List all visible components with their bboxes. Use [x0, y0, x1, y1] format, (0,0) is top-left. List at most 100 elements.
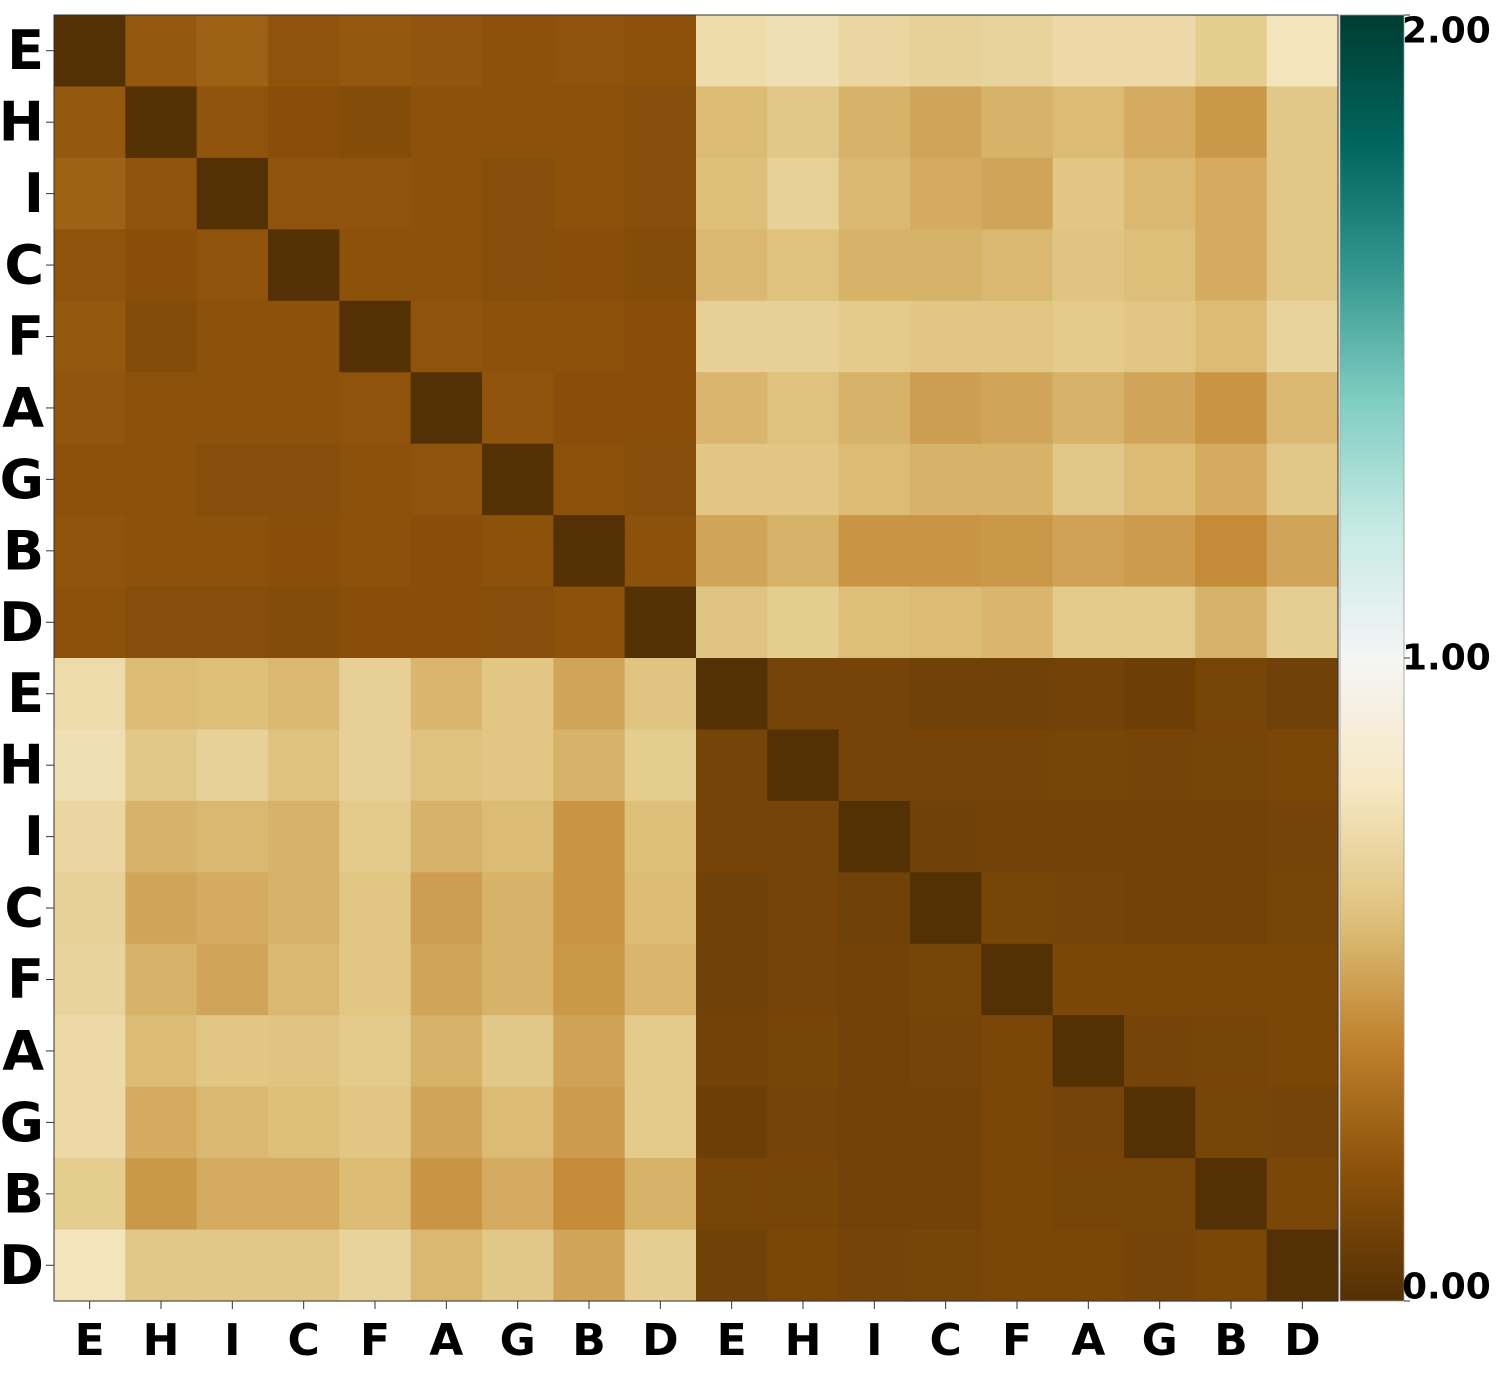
- heatmap-cell: [553, 300, 626, 373]
- heatmap-cell: [54, 1229, 126, 1302]
- heatmap-cell: [54, 157, 126, 230]
- heatmap-cell: [339, 15, 412, 88]
- x-tick-label: B: [1214, 1315, 1248, 1366]
- heatmap-cell: [268, 800, 340, 873]
- heatmap-cell: [268, 729, 340, 802]
- heatmap-cell: [268, 229, 340, 302]
- x-tick-label: A: [429, 1315, 463, 1366]
- heatmap-cell: [624, 800, 697, 873]
- heatmap-cell: [624, 443, 697, 516]
- heatmap-cell: [125, 86, 198, 159]
- heatmap-cell: [1266, 729, 1339, 802]
- heatmap-cell: [910, 372, 982, 445]
- heatmap-cell: [125, 800, 198, 873]
- heatmap-cell: [339, 372, 412, 445]
- heatmap-cell: [767, 372, 840, 445]
- heatmap-cell: [410, 229, 483, 302]
- heatmap-cell: [1266, 15, 1339, 88]
- heatmap-cell: [1195, 1015, 1268, 1088]
- heatmap-cell: [981, 372, 1054, 445]
- heatmap-cell: [482, 943, 554, 1016]
- x-tick-label: G: [500, 1315, 536, 1366]
- heatmap-cell: [196, 15, 269, 88]
- heatmap-cell: [624, 372, 697, 445]
- heatmap-cell: [339, 586, 412, 659]
- heatmap-cell: [696, 15, 768, 88]
- heatmap-cell: [553, 800, 626, 873]
- heatmap-cell: [1266, 515, 1339, 588]
- heatmap-cell: [1052, 729, 1125, 802]
- heatmap-cell: [553, 658, 626, 731]
- heatmap-cell: [482, 86, 554, 159]
- heatmap-cell: [1266, 586, 1339, 659]
- heatmap-cell: [1266, 800, 1339, 873]
- heatmap-cell: [696, 1086, 768, 1159]
- heatmap-cell: [1124, 943, 1196, 1016]
- y-tick-label: D: [0, 591, 44, 654]
- heatmap-cell: [196, 658, 269, 731]
- heatmap-cell: [1266, 1086, 1339, 1159]
- heatmap-cell: [410, 515, 483, 588]
- heatmap-cell: [838, 372, 911, 445]
- heatmap-cell: [910, 1229, 982, 1302]
- heatmap-cell: [54, 300, 126, 373]
- heatmap-cell: [1266, 1229, 1339, 1302]
- heatmap-cell: [125, 586, 198, 659]
- heatmap-cell: [54, 1015, 126, 1088]
- heatmap-cell: [696, 300, 768, 373]
- heatmap-cell: [196, 1158, 269, 1231]
- heatmap-cell: [54, 1086, 126, 1159]
- heatmap-cell: [125, 300, 198, 373]
- heatmap-cell: [125, 372, 198, 445]
- heatmap-cell: [910, 515, 982, 588]
- heatmap-cell: [410, 1086, 483, 1159]
- heatmap-cell: [339, 800, 412, 873]
- heatmap-cell: [1052, 157, 1125, 230]
- x-tick-label: A: [1071, 1315, 1105, 1366]
- heatmap-cell: [54, 729, 126, 802]
- heatmap-cell: [767, 658, 840, 731]
- heatmap-cell: [125, 872, 198, 945]
- heatmap-cell: [696, 943, 768, 1016]
- heatmap-cell: [482, 300, 554, 373]
- heatmap-cell: [838, 515, 911, 588]
- heatmap-cell: [1052, 1229, 1125, 1302]
- heatmap-cell: [268, 1086, 340, 1159]
- heatmap-cell: [696, 1229, 768, 1302]
- y-tick-label: F: [7, 305, 44, 368]
- heatmap-cell: [482, 372, 554, 445]
- heatmap-cell: [838, 800, 911, 873]
- heatmap-cell: [553, 872, 626, 945]
- heatmap-cell: [1124, 372, 1196, 445]
- heatmap-cell: [696, 1158, 768, 1231]
- heatmap-cell: [125, 443, 198, 516]
- x-tick-label: D: [1284, 1315, 1321, 1366]
- heatmap-cell: [125, 515, 198, 588]
- heatmap-cell: [339, 443, 412, 516]
- heatmap-cell: [196, 943, 269, 1016]
- heatmap-cell: [339, 1229, 412, 1302]
- heatmap-cell: [410, 1158, 483, 1231]
- heatmap-cell: [981, 229, 1054, 302]
- colorbar: 0.00 1.00 2.00: [1339, 11, 1491, 1308]
- y-tick-label: B: [3, 1162, 44, 1225]
- heatmap-cell: [1195, 943, 1268, 1016]
- heatmap-cell: [696, 86, 768, 159]
- heatmap-cell: [624, 658, 697, 731]
- heatmap-cell: [981, 872, 1054, 945]
- heatmap-cell: [1195, 157, 1268, 230]
- heatmap-cell: [767, 1015, 840, 1088]
- heatmap-cell: [1052, 15, 1125, 88]
- heatmap-cell: [1052, 658, 1125, 731]
- heatmap-cell: [1052, 586, 1125, 659]
- heatmap-cell: [1195, 300, 1268, 373]
- heatmap-cell: [1052, 86, 1125, 159]
- heatmap-cell: [1124, 300, 1196, 373]
- heatmap-cell: [838, 443, 911, 516]
- heatmap-cell: [482, 157, 554, 230]
- heatmap-cell: [838, 1229, 911, 1302]
- heatmap-cell: [268, 515, 340, 588]
- heatmap-cell: [624, 86, 697, 159]
- x-tick-label: E: [717, 1315, 747, 1366]
